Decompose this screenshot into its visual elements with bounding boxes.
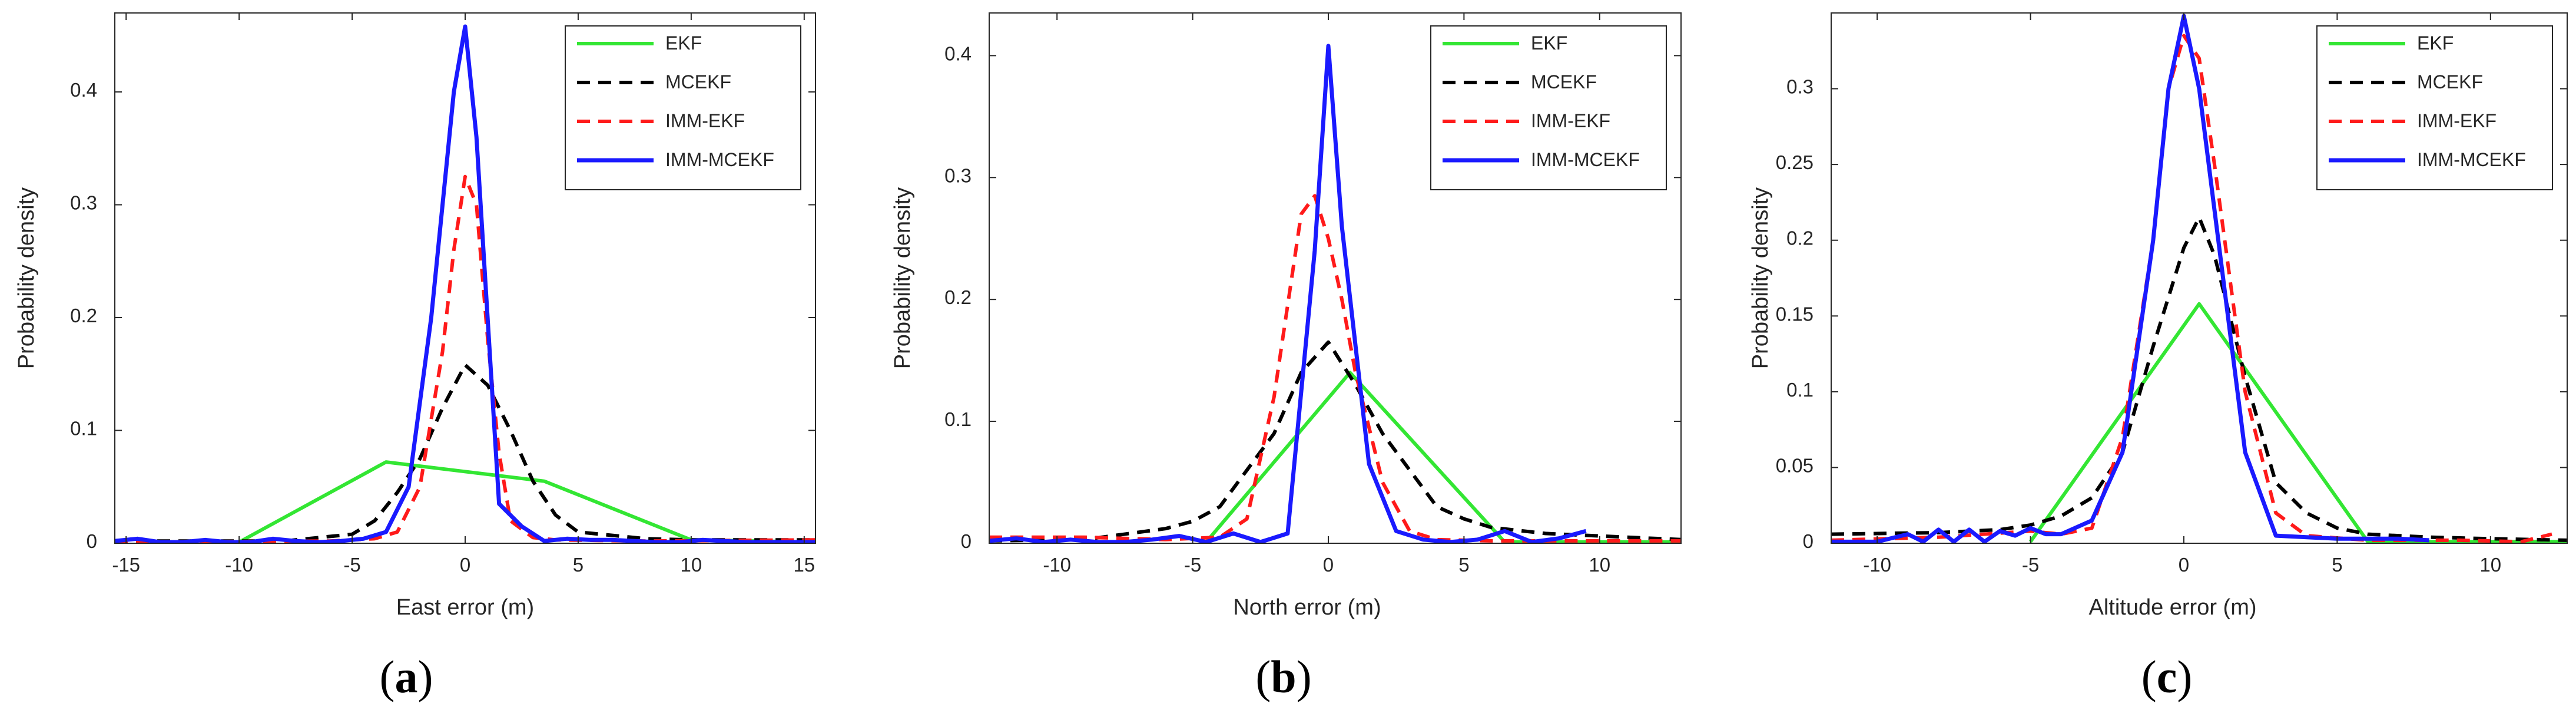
legend-entry: IMM-EKF (2417, 110, 2497, 131)
legend-entry: IMM-EKF (1531, 110, 1610, 131)
legend: EKF MCEKF IMM-EKF IMM-MCEKF (1430, 25, 1667, 190)
x-tick-label: 0 (1323, 554, 1334, 576)
series-line-imm-ekf (989, 194, 1681, 543)
panel-letter: a (395, 651, 418, 702)
legend-entry: MCEKF (2417, 71, 2483, 93)
x-tick-label: -5 (2022, 554, 2039, 576)
x-tick-label: 5 (2332, 554, 2342, 576)
y-tick-label: 0.2 (1786, 227, 1814, 249)
legend-entry: EKF (2417, 32, 2454, 54)
y-tick-label: 0.1 (70, 418, 97, 440)
legend-entry: MCEKF (1531, 71, 1597, 93)
y-tick-label: 0.15 (1776, 303, 1814, 325)
legend-entry: EKF (665, 32, 702, 54)
y-tick-label: 0.3 (944, 164, 972, 186)
y-tick-label: 0.1 (1786, 379, 1814, 401)
panel-letter: b (1271, 651, 1296, 702)
x-tick-label: -5 (343, 554, 360, 576)
panel-letter: c (2157, 651, 2177, 702)
legend: EKF MCEKF IMM-EKF IMM-MCEKF (565, 25, 801, 190)
plot-area: -10 -5 0 5 10 0 0.1 0.2 0.3 0.4 EKF MCEKF IMM-EKF IMM… (944, 12, 1682, 576)
series-line-imm-ekf (115, 174, 815, 543)
series-line-imm-mcekf (989, 44, 1587, 543)
legend-entry: IMM-MCEKF (2417, 149, 2526, 170)
y-tick-label: 0.3 (70, 192, 97, 214)
y-axis-label: Probability density (14, 187, 39, 369)
plot-area: -15 -10 -5 0 5 10 15 0 0.1 0.2 0.3 0.4 EKF MCEKF IMM-E… (70, 12, 816, 576)
y-tick-label: 0.2 (944, 286, 972, 308)
y-tick-label: 0.05 (1776, 454, 1814, 476)
x-tick-label: 10 (2479, 554, 2501, 576)
legend: EKF MCEKF IMM-EKF IMM-MCEKF (2316, 25, 2553, 190)
x-tick-label: -10 (1043, 554, 1071, 576)
x-tick-label: -10 (225, 554, 253, 576)
y-tick-label: 0.1 (944, 408, 972, 430)
series-line-mcekf (115, 363, 815, 543)
series-line-imm-mcekf (115, 24, 815, 543)
y-tick-label: 0 (87, 530, 97, 552)
panel-c: -10 -5 0 5 10 0 0.05 0.1 0.15 0.2 0.25 0.3 EKF MCEKF I… (1748, 12, 2568, 702)
panel-a: -15 -10 -5 0 5 10 15 0 0.1 0.2 0.3 0.4 EKF MCEKF IMM-E… (14, 12, 816, 702)
axes-frame (989, 12, 1682, 544)
x-axis-label: North error (m) (1233, 595, 1381, 620)
legend-entry: MCEKF (665, 71, 731, 93)
x-tick-label: 5 (1458, 554, 1469, 576)
x-tick-label: 0 (2179, 554, 2189, 576)
legend-entry: IMM-EKF (665, 110, 745, 131)
x-axis-label: Altitude error (m) (2088, 595, 2256, 620)
series-line-mcekf (989, 340, 1681, 543)
legend-entry: IMM-MCEKF (1531, 149, 1640, 170)
plot-area: -10 -5 0 5 10 0 0.05 0.1 0.15 0.2 0.25 0.3 EKF MCEKF I… (1776, 12, 2568, 576)
y-tick-label: 0.2 (70, 305, 97, 326)
panel-label: (b) (1255, 651, 1311, 702)
legend-entry: IMM-MCEKF (665, 149, 774, 170)
x-tick-label: 10 (681, 554, 702, 576)
axes-frame (1831, 12, 2568, 544)
y-tick-label: 0.4 (70, 79, 97, 101)
y-tick-label: 0.25 (1776, 151, 1814, 173)
x-tick-label: -10 (1863, 554, 1891, 576)
x-axis-label: East error (m) (396, 595, 534, 620)
y-tick-label: 0.3 (1786, 76, 1814, 98)
x-tick-label: -5 (1184, 554, 1201, 576)
series-line-imm-mcekf (1831, 14, 2429, 543)
x-tick-label: 15 (793, 554, 815, 576)
panel-label: (a) (380, 651, 433, 702)
y-axis-label: Probability density (1748, 187, 1773, 369)
panel-label: (c) (2141, 651, 2193, 702)
x-tick-label: -15 (112, 554, 140, 576)
y-axis-label: Probability density (890, 187, 915, 369)
panel-b: -10 -5 0 5 10 0 0.1 0.2 0.3 0.4 EKF MCEKF IMM-EKF IMM… (890, 12, 1682, 702)
x-tick-label: 0 (460, 554, 470, 576)
x-tick-label: 10 (1589, 554, 1610, 576)
y-tick-label: 0 (961, 530, 972, 552)
legend-entry: EKF (1531, 32, 1567, 54)
y-tick-label: 0.4 (944, 42, 972, 64)
series-line-mcekf (1831, 216, 2567, 542)
y-tick-label: 0 (1803, 530, 1814, 552)
x-tick-label: 5 (573, 554, 584, 576)
